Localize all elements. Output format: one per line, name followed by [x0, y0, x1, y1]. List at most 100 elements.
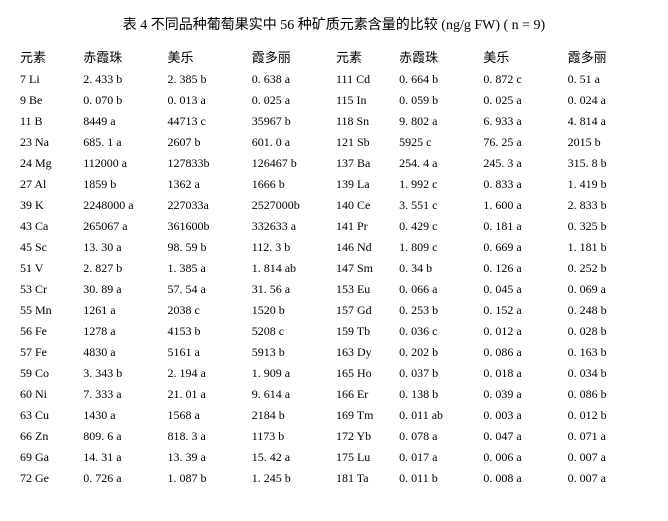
cell-element-left: 72 Ge — [18, 468, 81, 489]
cell-element-left: 24 Mg — [18, 153, 81, 174]
cell-element-left: 60 Ni — [18, 384, 81, 405]
cell-meile-left: 44713 c — [165, 111, 249, 132]
table-row: 63 Cu1430 a1568 a2184 b169 Tm0. 011 ab0.… — [18, 405, 650, 426]
cell-chixiazhu-left: 2. 433 b — [81, 69, 165, 90]
cell-element-right: 137 Ba — [334, 153, 397, 174]
cell-element-right: 165 Ho — [334, 363, 397, 384]
cell-element-left: 9 Be — [18, 90, 81, 111]
cell-element-left: 57 Fe — [18, 342, 81, 363]
cell-meile-right: 1. 600 a — [481, 195, 565, 216]
cell-xiaduoli-left: 5913 b — [250, 342, 334, 363]
cell-element-right: 157 Gd — [334, 300, 397, 321]
cell-meile-left: 98. 59 b — [165, 237, 249, 258]
cell-element-left: 53 Cr — [18, 279, 81, 300]
cell-chixiazhu-left: 809. 6 a — [81, 426, 165, 447]
table-row: 27 Al1859 b1362 a1666 b139 La1. 992 c0. … — [18, 174, 650, 195]
cell-xiaduoli-left: 1520 b — [250, 300, 334, 321]
table-row: 69 Ga14. 31 a13. 39 a15. 42 a175 Lu0. 01… — [18, 447, 650, 468]
table-row: 9 Be0. 070 b0. 013 a0. 025 a115 In0. 059… — [18, 90, 650, 111]
cell-chixiazhu-right: 9. 802 a — [397, 111, 481, 132]
cell-chixiazhu-right: 0. 138 b — [397, 384, 481, 405]
cell-meile-right: 0. 018 a — [481, 363, 565, 384]
cell-xiaduoli-right: 0. 069 a — [566, 279, 650, 300]
cell-chixiazhu-left: 13. 30 a — [81, 237, 165, 258]
cell-meile-right: 6. 933 a — [481, 111, 565, 132]
cell-chixiazhu-left: 7. 333 a — [81, 384, 165, 405]
cell-meile-left: 5161 a — [165, 342, 249, 363]
cell-chixiazhu-left: 2. 827 b — [81, 258, 165, 279]
cell-xiaduoli-right: 0. 012 b — [566, 405, 650, 426]
cell-meile-right: 0. 872 c — [481, 69, 565, 90]
cell-xiaduoli-left: 15. 42 a — [250, 447, 334, 468]
table-row: 56 Fe1278 a4153 b5208 c159 Tb0. 036 c0. … — [18, 321, 650, 342]
cell-element-right: 139 La — [334, 174, 397, 195]
cell-meile-right: 0. 181 a — [481, 216, 565, 237]
cell-element-right: 118 Sn — [334, 111, 397, 132]
cell-meile-left: 13. 39 a — [165, 447, 249, 468]
cell-element-right: 115 In — [334, 90, 397, 111]
cell-chixiazhu-left: 14. 31 a — [81, 447, 165, 468]
cell-chixiazhu-left: 30. 89 a — [81, 279, 165, 300]
cell-element-right: 159 Tb — [334, 321, 397, 342]
cell-element-left: 51 V — [18, 258, 81, 279]
cell-element-right: 153 Eu — [334, 279, 397, 300]
col-element-left: 元素 — [18, 44, 81, 69]
cell-meile-left: 21. 01 a — [165, 384, 249, 405]
cell-xiaduoli-left: 126467 b — [250, 153, 334, 174]
cell-meile-right: 0. 047 a — [481, 426, 565, 447]
cell-chixiazhu-right: 0. 011 b — [397, 468, 481, 489]
cell-meile-left: 1362 a — [165, 174, 249, 195]
cell-meile-left: 361600b — [165, 216, 249, 237]
cell-chixiazhu-right: 0. 011 ab — [397, 405, 481, 426]
cell-xiaduoli-right: 0. 028 b — [566, 321, 650, 342]
cell-xiaduoli-left: 1666 b — [250, 174, 334, 195]
cell-chixiazhu-right: 0. 34 b — [397, 258, 481, 279]
cell-meile-left: 127833b — [165, 153, 249, 174]
cell-xiaduoli-left: 35967 b — [250, 111, 334, 132]
table-row: 57 Fe4830 a5161 a5913 b163 Dy0. 202 b0. … — [18, 342, 650, 363]
cell-meile-left: 1568 a — [165, 405, 249, 426]
cell-element-left: 55 Mn — [18, 300, 81, 321]
cell-element-left: 11 B — [18, 111, 81, 132]
cell-xiaduoli-left: 601. 0 a — [250, 132, 334, 153]
col-meile-right: 美乐 — [481, 44, 565, 69]
col-element-right: 元素 — [334, 44, 397, 69]
cell-xiaduoli-left: 1173 b — [250, 426, 334, 447]
table-header-row: 元素 赤霞珠 美乐 霞多丽 元素 赤霞珠 美乐 霞多丽 — [18, 44, 650, 69]
table-row: 23 Na685. 1 a2607 b601. 0 a121 Sb5925 c7… — [18, 132, 650, 153]
cell-xiaduoli-left: 1. 814 ab — [250, 258, 334, 279]
cell-chixiazhu-left: 1430 a — [81, 405, 165, 426]
table-row: 55 Mn1261 a2038 c1520 b157 Gd0. 253 b0. … — [18, 300, 650, 321]
cell-chixiazhu-left: 1859 b — [81, 174, 165, 195]
cell-xiaduoli-right: 0. 252 b — [566, 258, 650, 279]
cell-xiaduoli-right: 0. 163 b — [566, 342, 650, 363]
cell-chixiazhu-left: 1278 a — [81, 321, 165, 342]
cell-meile-right: 0. 152 a — [481, 300, 565, 321]
cell-chixiazhu-left: 265067 a — [81, 216, 165, 237]
col-chixiazhu-left: 赤霞珠 — [81, 44, 165, 69]
cell-meile-right: 0. 008 a — [481, 468, 565, 489]
table-row: 66 Zn809. 6 a818. 3 a1173 b172 Yb0. 078 … — [18, 426, 650, 447]
cell-xiaduoli-right: 0. 007 a — [566, 447, 650, 468]
cell-meile-left: 227033a — [165, 195, 249, 216]
mineral-table: 元素 赤霞珠 美乐 霞多丽 元素 赤霞珠 美乐 霞多丽 7 Li2. 433 b… — [18, 44, 650, 489]
table-row: 43 Ca265067 a361600b332633 a141 Pr0. 429… — [18, 216, 650, 237]
cell-xiaduoli-left: 112. 3 b — [250, 237, 334, 258]
table-row: 53 Cr30. 89 a57. 54 a31. 56 a153 Eu0. 06… — [18, 279, 650, 300]
cell-element-right: 111 Cd — [334, 69, 397, 90]
cell-element-right: 147 Sm — [334, 258, 397, 279]
cell-xiaduoli-right: 0. 034 b — [566, 363, 650, 384]
cell-chixiazhu-left: 4830 a — [81, 342, 165, 363]
cell-xiaduoli-left: 0. 638 a — [250, 69, 334, 90]
cell-chixiazhu-left: 1261 a — [81, 300, 165, 321]
cell-xiaduoli-right: 0. 007 a — [566, 468, 650, 489]
cell-element-left: 23 Na — [18, 132, 81, 153]
cell-meile-left: 57. 54 a — [165, 279, 249, 300]
cell-element-right: 169 Tm — [334, 405, 397, 426]
cell-xiaduoli-right: 0. 51 a — [566, 69, 650, 90]
cell-meile-right: 0. 012 a — [481, 321, 565, 342]
cell-element-left: 63 Cu — [18, 405, 81, 426]
cell-chixiazhu-right: 0. 037 b — [397, 363, 481, 384]
cell-element-left: 7 Li — [18, 69, 81, 90]
cell-xiaduoli-left: 0. 025 a — [250, 90, 334, 111]
